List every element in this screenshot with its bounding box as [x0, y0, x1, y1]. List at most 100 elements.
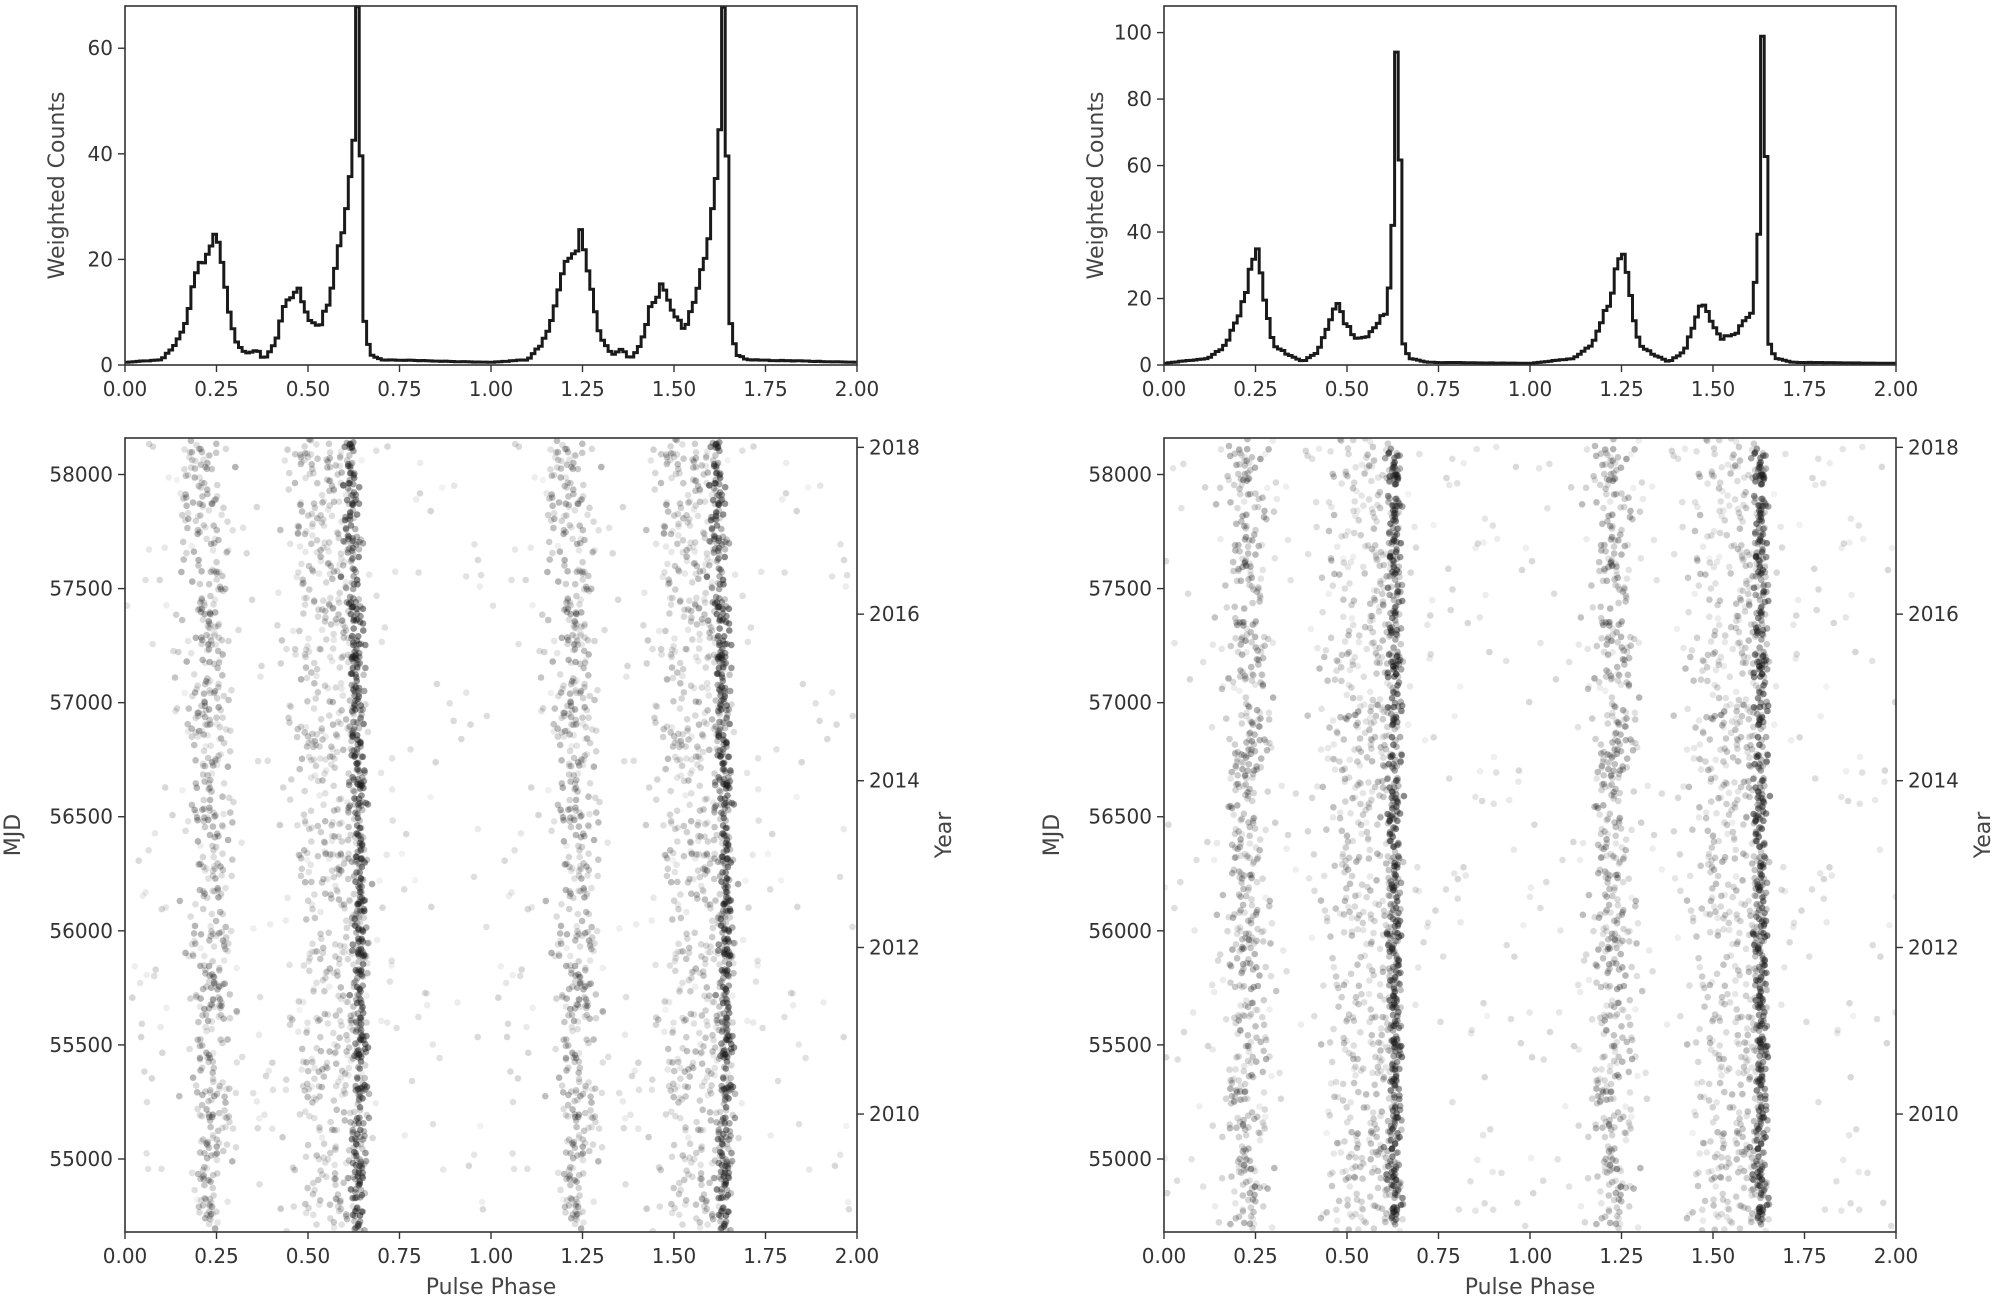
photon-point [303, 1026, 311, 1034]
photon-point [319, 977, 327, 984]
photon-point [671, 825, 679, 833]
photon-point [190, 930, 198, 937]
photon-point [557, 689, 565, 696]
photon-point [565, 656, 572, 664]
photon-point [199, 1042, 206, 1049]
photon-point [1240, 810, 1248, 818]
photon-point [697, 1041, 704, 1048]
photon-point [1254, 1006, 1261, 1014]
photon-point [355, 950, 362, 958]
photon-point [680, 777, 688, 785]
photon-point [679, 762, 686, 769]
photon-point [671, 957, 679, 965]
photon-point [1235, 891, 1243, 898]
photon-point [561, 445, 569, 453]
photon-point [555, 950, 563, 958]
photon-point [326, 965, 334, 972]
photon-point [1256, 598, 1263, 605]
y-axis-title: MJD [1, 814, 26, 856]
photon-point [569, 983, 576, 990]
photon-point [310, 500, 318, 507]
photon-point [773, 746, 780, 753]
photon-point [679, 441, 686, 448]
photon-point [575, 762, 583, 769]
photon-point [353, 929, 360, 936]
photon-point [714, 556, 721, 564]
photon-point [317, 512, 324, 519]
photon-point [314, 689, 322, 696]
photon-point [194, 512, 202, 520]
photon-point [1227, 1085, 1234, 1092]
photon-point [214, 986, 221, 993]
photon-point [766, 886, 774, 893]
photon-point [161, 784, 169, 791]
photon-point [609, 550, 616, 557]
photon-point [188, 456, 196, 464]
photon-point [341, 1090, 349, 1097]
photon-point [316, 1016, 324, 1023]
photon-point [194, 526, 202, 534]
photon-point [206, 689, 214, 697]
photon-point [684, 606, 692, 613]
photon-point [1234, 772, 1241, 779]
photon-point [412, 496, 420, 503]
photon-point [721, 1220, 728, 1228]
photon-point [302, 820, 309, 827]
photon-point [669, 674, 677, 682]
photon-point [227, 927, 235, 935]
photon-point [666, 610, 673, 617]
photon-point [669, 450, 677, 457]
photon-point [698, 1143, 706, 1150]
photon-point [297, 723, 305, 730]
x-tick-label: 0.25 [194, 377, 239, 401]
photon-point [483, 923, 490, 931]
photon-point [212, 979, 219, 987]
photon-point [298, 755, 306, 763]
photon-point [199, 771, 207, 778]
photon-point [1617, 504, 1624, 511]
photon-point [337, 984, 345, 991]
photon-point [695, 605, 703, 612]
photon-point [191, 922, 199, 930]
photon-point [563, 1067, 570, 1074]
photon-point [357, 855, 365, 863]
photon-point [580, 647, 588, 655]
photon-point [188, 941, 196, 948]
photon-point [207, 922, 214, 930]
photon-point [357, 846, 365, 853]
photon-point [1240, 619, 1248, 626]
photon-point [1599, 1124, 1606, 1131]
photon-point [324, 458, 332, 465]
photon-point [659, 733, 667, 741]
photon-point [575, 842, 582, 850]
photon-point [195, 562, 202, 569]
photon-point [462, 573, 470, 580]
year-axis-title: Year [932, 811, 957, 860]
photon-point [189, 692, 196, 700]
photon-point [576, 1078, 583, 1086]
photon-point [222, 884, 229, 892]
photon-point [195, 1018, 202, 1026]
photon-point [696, 1219, 704, 1226]
photon-point [1246, 729, 1254, 737]
photon-point [1234, 845, 1241, 853]
photon-point [651, 714, 658, 722]
photon-point [719, 1043, 727, 1051]
photon-point [129, 994, 136, 1001]
photon-point [353, 760, 361, 767]
photon-point [364, 728, 372, 736]
photon-point [699, 886, 706, 894]
photon-point [676, 743, 683, 751]
photon-point [216, 723, 224, 731]
photon-point [323, 636, 330, 643]
photon-point [356, 1025, 364, 1032]
photon-point [1599, 955, 1607, 962]
photon-point [334, 1203, 342, 1210]
photon-point [577, 630, 584, 637]
photon-point [204, 490, 211, 498]
photon-point [586, 810, 593, 818]
photon-point [585, 910, 592, 918]
photon-point [1241, 676, 1249, 683]
photon-point [707, 558, 714, 566]
photon-point [558, 634, 566, 642]
